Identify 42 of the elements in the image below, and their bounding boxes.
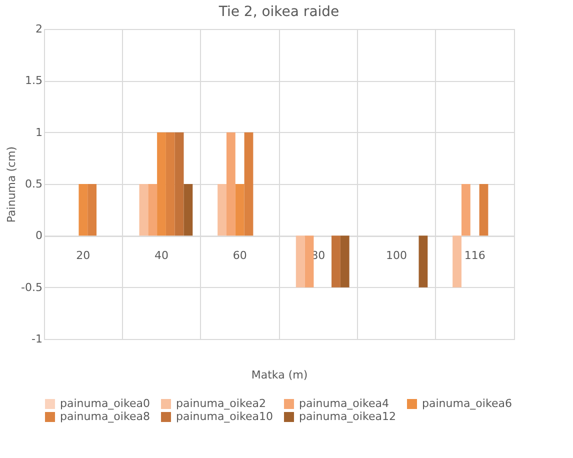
bar	[244, 132, 254, 236]
x-tick-label: 60	[232, 249, 247, 262]
bar	[78, 184, 88, 236]
x-tick-label: 40	[154, 249, 168, 262]
bar	[218, 184, 226, 236]
y-tick-label: -0.5	[21, 280, 42, 294]
legend-label: painuma_oikea8	[60, 410, 150, 423]
bar	[296, 236, 305, 288]
x-tick-label: 100	[386, 249, 407, 262]
x-axis-title: Matka (m)	[251, 368, 308, 382]
bar	[452, 236, 462, 288]
y-tick-label: 1	[36, 126, 42, 139]
legend-label: painuma_oikea0	[60, 397, 150, 410]
bar	[226, 132, 236, 236]
y-tick-label: 1.5	[25, 74, 42, 88]
x-tick-label: 116	[464, 249, 486, 262]
bar	[332, 236, 340, 288]
bar	[184, 184, 193, 236]
bar	[461, 184, 470, 236]
bar	[88, 184, 97, 236]
legend-label: painuma_oikea10	[176, 410, 273, 423]
y-tick-label: 2	[36, 22, 42, 36]
bar	[148, 184, 158, 236]
legend-label: painuma_oikea2	[176, 397, 266, 410]
y-axis-title: Painuma (cm)	[5, 146, 18, 223]
y-tick-label: 0.5	[25, 178, 42, 190]
x-tick-label: 20	[76, 249, 90, 262]
legend-label: painuma_oikea6	[422, 397, 512, 410]
bar	[418, 236, 428, 288]
legend-label: painuma_oikea12	[299, 410, 396, 423]
bar	[340, 236, 350, 288]
bar	[174, 132, 184, 236]
bar	[479, 184, 488, 236]
chart-title: Tie 2, oikea raide	[218, 4, 340, 20]
bar	[304, 236, 314, 288]
y-tick-label: 0	[36, 229, 42, 242]
bar	[166, 132, 175, 236]
y-tick-label: -1	[32, 332, 42, 346]
bar	[235, 184, 244, 236]
bar	[139, 184, 148, 236]
legend-label: painuma_oikea4	[299, 397, 389, 410]
bar	[157, 132, 166, 236]
